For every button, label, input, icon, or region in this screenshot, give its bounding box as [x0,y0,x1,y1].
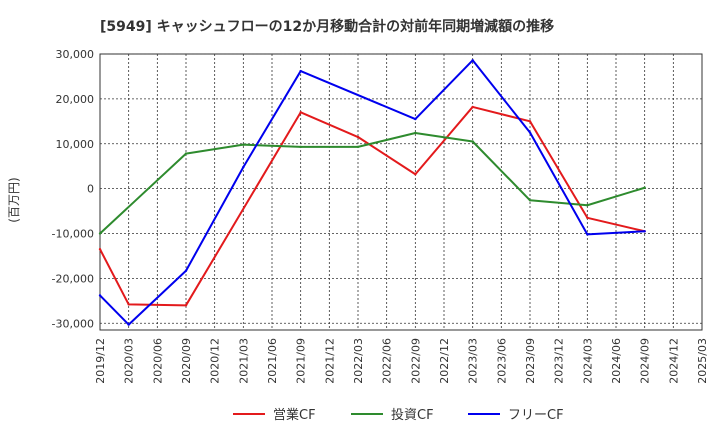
y-tick-label: 0 [87,183,94,196]
x-tick-label: 2022/06 [381,338,394,384]
data-point [643,186,646,189]
x-tick-label: 2021/06 [266,338,279,384]
series-line [99,59,645,326]
data-point [528,131,532,134]
data-point [242,143,245,146]
y-tick-label: -20,000 [52,272,94,285]
grid-layer [99,53,703,331]
x-tick-label: 2019/12 [94,338,107,384]
x-tick-label: 2020/12 [209,338,222,384]
legend: 営業CF 投資CF フリーCF [233,407,564,423]
data-point [98,232,102,235]
x-tick-label: 2024/06 [610,338,623,384]
x-tick-label: 2023/03 [467,338,480,384]
tick-layer: 30,000 20,000 10,000 0 -10,000 -20,000 -30,000… [52,48,709,384]
plot-area [99,53,703,331]
series-layer [98,59,646,326]
x-tick-label: 2020/03 [123,338,136,384]
x-tick-label: 2022/03 [352,338,365,384]
data-point [98,294,102,297]
y-axis-label: (百万円) [7,177,21,222]
data-point [242,165,245,169]
y-tick-label: -30,000 [52,317,94,330]
data-point [356,145,360,149]
x-tick-label: 2024/09 [639,338,652,384]
x-tick-label: 2021/12 [323,338,336,384]
data-point [471,105,474,109]
x-tick-label: 2020/09 [180,338,193,384]
data-point [528,199,532,202]
data-point [414,131,417,135]
data-point [184,304,188,307]
series-line [99,105,645,307]
data-point [586,216,589,220]
x-tick-label: 2022/09 [409,338,422,384]
data-point [586,204,589,207]
data-point [184,152,188,155]
legend-label: 営業CF [273,407,316,423]
x-tick-label: 2021/03 [237,338,250,384]
x-tick-label: 2024/12 [667,338,680,384]
y-tick-label: 10,000 [56,138,95,151]
chart-title: [5949] キャッシュフローの12か月移動合計の対前年同期増減額の推移 [100,18,554,35]
x-tick-label: 2021/09 [295,338,308,384]
data-point [98,248,102,251]
y-tick-label: 20,000 [56,93,95,106]
data-point [643,230,646,233]
x-tick-label: 2025/03 [696,338,709,384]
data-point [127,323,130,326]
data-point [471,140,474,143]
y-tick-label: 30,000 [56,48,95,61]
x-tick-label: 2024/03 [581,338,594,384]
data-point [356,135,360,139]
data-point [127,303,130,306]
data-point [299,145,302,149]
y-tick-label: -10,000 [52,228,94,241]
data-point [414,117,417,121]
data-point [299,111,302,114]
series-line [99,131,645,235]
x-tick-label: 2023/12 [553,338,566,384]
data-point [471,59,474,62]
data-point [184,269,188,272]
x-tick-label: 2023/09 [524,338,537,384]
x-tick-label: 2023/06 [495,338,508,384]
x-tick-label: 2020/06 [151,338,164,384]
data-point [299,69,302,73]
data-point [586,233,589,236]
data-point [414,173,417,176]
legend-label: フリーCF [508,408,564,423]
legend-label: 投資CF [391,407,434,423]
x-tick-label: 2022/12 [438,338,451,384]
data-point [528,120,532,123]
